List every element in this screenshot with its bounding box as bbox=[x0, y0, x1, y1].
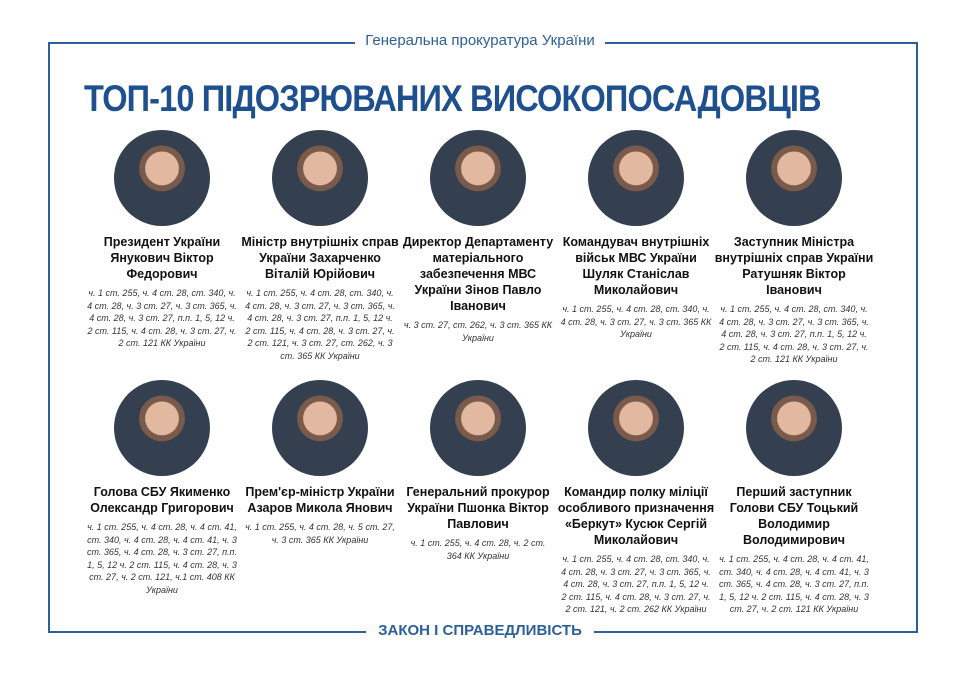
person-charges: ч. 1 ст. 255, ч. 4 ст. 28, ст. 340, ч. 4… bbox=[245, 288, 395, 361]
person-charges: ч. 1 ст. 255, ч. 4 ст. 28, ст. 340, ч. 4… bbox=[719, 304, 869, 364]
person-card: Перший заступник Голови СБУ Тоцький Воло… bbox=[714, 380, 874, 616]
person-card: Президент України Янукович Віктор Федоро… bbox=[82, 130, 242, 350]
footer-slogan: ЗАКОН І СПРАВЕДЛИВІСТЬ bbox=[0, 622, 960, 639]
person-charges: ч. 1 ст. 255, ч. 4 ст. 28, ст. 340, ч. 4… bbox=[561, 554, 711, 614]
person-photo bbox=[430, 130, 526, 226]
person-photo bbox=[588, 130, 684, 226]
person-photo bbox=[746, 380, 842, 476]
frame-border bbox=[48, 42, 918, 632]
person-charges: ч. 1 ст. 255, ч. 4 ст. 28, ч. 4 ст. 41, … bbox=[719, 554, 869, 614]
person-charges: ч. 1 ст. 255, ч. 4 ст. 28, ст. 340, ч. 4… bbox=[87, 288, 237, 348]
person-charges: ч. 1 ст. 255, ч. 4 ст. 28, ст. 340, ч. 4… bbox=[560, 304, 712, 339]
person-photo bbox=[272, 130, 368, 226]
person-name: Заступник Міністра внутрішніх справ Укра… bbox=[714, 235, 874, 297]
person-charges: ч. 3 ст. 27, ст. 262, ч. 3 ст. 365 КК Ук… bbox=[403, 320, 553, 343]
person-name: Міністр внутрішніх справ України Захарче… bbox=[241, 235, 399, 281]
person-photo bbox=[272, 380, 368, 476]
person-card: Генеральний прокурор України Пшонка Вікт… bbox=[398, 380, 558, 562]
person-card: Прем'єр-міністр України Азаров Микола Ян… bbox=[240, 380, 400, 546]
person-photo bbox=[430, 380, 526, 476]
person-name: Прем'єр-міністр України Азаров Микола Ян… bbox=[245, 485, 395, 515]
person-card: Голова СБУ Якименко Олександр Григорович… bbox=[82, 380, 242, 596]
person-card: Командувач внутрішніх військ МВС України… bbox=[556, 130, 716, 341]
person-card: Командир полку міліції особливого призна… bbox=[556, 380, 716, 616]
person-card: Міністр внутрішніх справ України Захарче… bbox=[240, 130, 400, 362]
person-name: Командувач внутрішніх військ МВС України… bbox=[562, 235, 710, 297]
person-charges: ч. 1 ст. 255, ч. 4 ст. 28, ч. 4 ст. 41, … bbox=[87, 522, 237, 595]
person-card: Заступник Міністра внутрішніх справ Укра… bbox=[714, 130, 874, 366]
organization: Генеральна прокуратура України bbox=[0, 32, 960, 49]
person-card: Директор Департаменту матеріального забе… bbox=[398, 130, 558, 344]
person-name: Командир полку міліції особливого призна… bbox=[557, 485, 715, 547]
person-charges: ч. 1 ст. 255, ч. 4 ст. 28, ч. 5 ст. 27, … bbox=[245, 522, 395, 545]
person-name: Перший заступник Голови СБУ Тоцький Воло… bbox=[729, 485, 859, 547]
person-photo bbox=[588, 380, 684, 476]
person-name: Генеральний прокурор України Пшонка Вікт… bbox=[406, 485, 550, 531]
person-name: Директор Департаменту матеріального забе… bbox=[402, 235, 554, 313]
page-title: ТОП-10 ПІДОЗРЮВАНИХ ВИСОКОПОСАДОВЦІВ bbox=[84, 78, 822, 119]
person-name: Голова СБУ Якименко Олександр Григорович bbox=[90, 485, 234, 515]
person-photo bbox=[114, 130, 210, 226]
person-name: Президент України Янукович Віктор Федоро… bbox=[103, 235, 221, 281]
person-photo bbox=[114, 380, 210, 476]
person-photo bbox=[746, 130, 842, 226]
person-charges: ч. 1 ст. 255, ч. 4 ст. 28, ч. 2 ст. 364 … bbox=[410, 538, 546, 561]
